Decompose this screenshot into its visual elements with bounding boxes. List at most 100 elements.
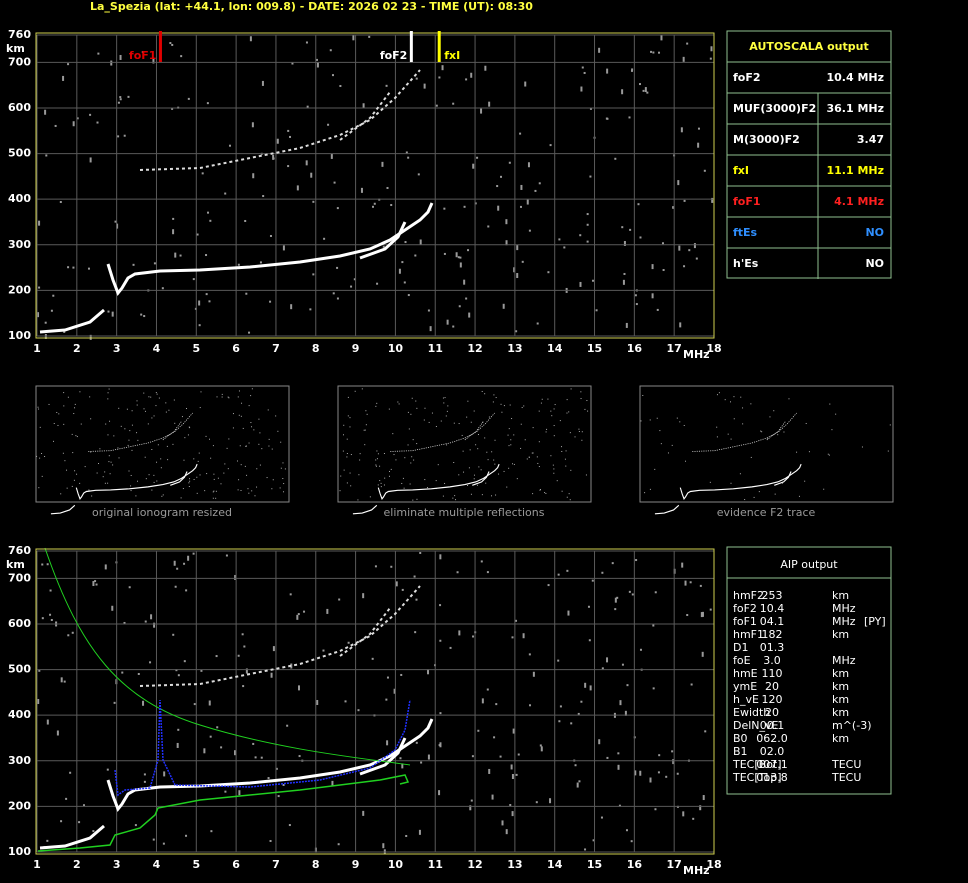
noise xyxy=(486,451,488,453)
noise xyxy=(261,80,264,86)
noise xyxy=(180,497,182,499)
noise xyxy=(473,410,475,412)
noise xyxy=(783,431,785,433)
aip-label: h_vE xyxy=(733,693,759,706)
x-tick-label: 13 xyxy=(507,858,522,871)
noise xyxy=(445,415,447,417)
noise xyxy=(266,477,268,479)
noise xyxy=(209,735,212,738)
noise xyxy=(379,465,381,467)
noise xyxy=(588,639,591,642)
noise xyxy=(165,411,167,413)
noise xyxy=(369,496,371,498)
noise xyxy=(411,397,413,399)
noise xyxy=(375,465,377,467)
noise xyxy=(419,239,422,245)
noise xyxy=(739,473,741,475)
y-tick-label: 100 xyxy=(8,329,31,342)
row-label: h'Es xyxy=(733,257,759,270)
noise xyxy=(244,219,247,222)
noise xyxy=(532,671,535,677)
noise xyxy=(481,390,483,392)
noise xyxy=(60,493,62,495)
noise xyxy=(65,797,68,800)
noise xyxy=(199,407,201,409)
noise xyxy=(589,107,592,110)
noise xyxy=(716,426,718,428)
noise xyxy=(303,610,306,613)
noise xyxy=(213,490,215,492)
noise xyxy=(333,181,336,184)
aip-value: 110 xyxy=(762,667,783,680)
panel-frame xyxy=(726,546,892,795)
noise xyxy=(224,463,226,465)
noise xyxy=(258,418,260,420)
y-unit: km xyxy=(6,42,25,55)
x-tick-label: 5 xyxy=(192,342,200,355)
noise xyxy=(283,491,285,493)
noise xyxy=(773,410,775,412)
noise xyxy=(67,396,69,398)
noise xyxy=(557,573,560,576)
noise xyxy=(692,817,695,820)
noise xyxy=(411,456,413,458)
noise xyxy=(67,634,70,637)
noise xyxy=(435,104,438,107)
noise xyxy=(187,555,190,561)
noise xyxy=(621,226,624,229)
noise xyxy=(217,477,219,479)
noise xyxy=(461,434,463,436)
noise xyxy=(545,492,547,494)
noise xyxy=(267,409,269,411)
ionogram-aip: 1 2 3 4 5 6 7 8 9 10 11 12 13 14 15 16 17 181002003004005… xyxy=(6,544,722,877)
aip-label: DelN_vE xyxy=(733,719,779,732)
noise xyxy=(340,475,342,477)
noise xyxy=(363,429,365,431)
noise xyxy=(642,394,644,396)
noise xyxy=(617,764,620,770)
x-tick-label: 3 xyxy=(113,342,121,355)
noise xyxy=(538,182,541,185)
noise xyxy=(242,685,245,688)
noise xyxy=(156,480,158,482)
noise xyxy=(502,303,505,309)
noise xyxy=(558,720,561,723)
noise xyxy=(275,767,278,770)
noise xyxy=(144,620,147,623)
aip-unit: km xyxy=(832,628,849,641)
noise xyxy=(487,225,490,228)
noise xyxy=(200,669,203,672)
noise xyxy=(508,161,511,164)
noise xyxy=(540,402,542,404)
noise xyxy=(682,811,685,817)
noise xyxy=(349,426,351,428)
y-tick-label: 700 xyxy=(8,571,31,584)
noise xyxy=(407,411,409,413)
noise xyxy=(208,300,211,303)
noise xyxy=(642,89,645,92)
noise xyxy=(630,69,633,72)
noise xyxy=(151,417,153,419)
noise xyxy=(424,479,426,481)
noise xyxy=(39,457,41,459)
noise xyxy=(240,489,242,491)
noise xyxy=(581,66,584,69)
noise xyxy=(129,430,131,432)
noise xyxy=(385,84,388,87)
noise xyxy=(63,423,65,425)
y-tick-label: 500 xyxy=(8,147,31,160)
noise xyxy=(400,673,403,676)
noise xyxy=(79,391,81,393)
aip-unit: km xyxy=(832,667,849,680)
noise xyxy=(67,63,70,66)
noise xyxy=(162,494,164,496)
noise xyxy=(569,432,571,434)
noise xyxy=(143,315,146,318)
row-label: foF1 xyxy=(733,195,761,208)
noise xyxy=(523,405,525,407)
y-tick-label: 700 xyxy=(8,55,31,68)
noise xyxy=(407,294,410,297)
noise xyxy=(189,480,191,482)
noise xyxy=(740,396,742,398)
